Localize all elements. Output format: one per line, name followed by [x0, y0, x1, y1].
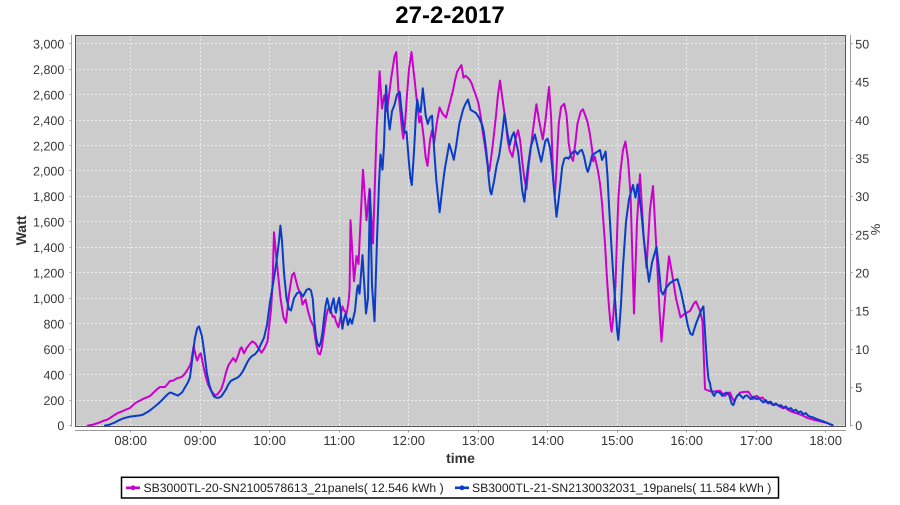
svg-text:1,800: 1,800: [33, 190, 64, 204]
svg-text:50: 50: [855, 37, 869, 51]
svg-text:800: 800: [43, 317, 64, 331]
svg-text:17:00: 17:00: [740, 433, 773, 448]
svg-text:3,000: 3,000: [33, 37, 64, 51]
svg-text:11:00: 11:00: [323, 433, 355, 448]
svg-text:09:00: 09:00: [184, 433, 217, 448]
svg-text:35: 35: [855, 152, 869, 166]
svg-text:1,400: 1,400: [33, 241, 64, 255]
svg-text:25: 25: [855, 228, 869, 242]
svg-text:SB3000TL-21-SN2130032031_19pan: SB3000TL-21-SN2130032031_19panels( 11.58…: [472, 481, 771, 495]
svg-text:10:00: 10:00: [253, 433, 286, 448]
svg-text:%: %: [868, 223, 883, 235]
svg-text:2,200: 2,200: [33, 139, 64, 153]
svg-text:Watt: Watt: [13, 215, 29, 245]
svg-text:15:00: 15:00: [601, 433, 634, 448]
svg-text:1,000: 1,000: [33, 292, 64, 306]
svg-text:15: 15: [855, 305, 869, 319]
svg-text:16:00: 16:00: [670, 433, 703, 448]
svg-text:45: 45: [855, 76, 869, 90]
svg-text:600: 600: [43, 343, 64, 357]
svg-text:2,400: 2,400: [33, 114, 64, 128]
svg-text:14:00: 14:00: [531, 433, 564, 448]
svg-text:time: time: [446, 450, 475, 466]
svg-text:13:00: 13:00: [462, 433, 495, 448]
svg-text:2,800: 2,800: [33, 63, 64, 77]
svg-text:400: 400: [43, 368, 64, 382]
svg-text:0: 0: [855, 419, 862, 433]
svg-text:18:00: 18:00: [809, 433, 842, 448]
svg-text:08:00: 08:00: [114, 433, 147, 448]
svg-text:1,600: 1,600: [33, 216, 64, 230]
svg-text:27-2-2017: 27-2-2017: [395, 2, 504, 29]
svg-text:200: 200: [43, 394, 64, 408]
svg-text:30: 30: [855, 190, 869, 204]
svg-text:12:00: 12:00: [392, 433, 425, 448]
svg-text:10: 10: [855, 343, 869, 357]
svg-text:40: 40: [855, 114, 869, 128]
svg-text:5: 5: [855, 381, 862, 395]
svg-text:SB3000TL-20-SN2100578613_21pan: SB3000TL-20-SN2100578613_21panels( 12.54…: [144, 481, 444, 495]
svg-text:20: 20: [855, 267, 869, 281]
svg-text:0: 0: [57, 419, 64, 433]
svg-text:2,000: 2,000: [33, 165, 64, 179]
svg-text:2,600: 2,600: [33, 88, 64, 102]
svg-text:1,200: 1,200: [33, 267, 64, 281]
